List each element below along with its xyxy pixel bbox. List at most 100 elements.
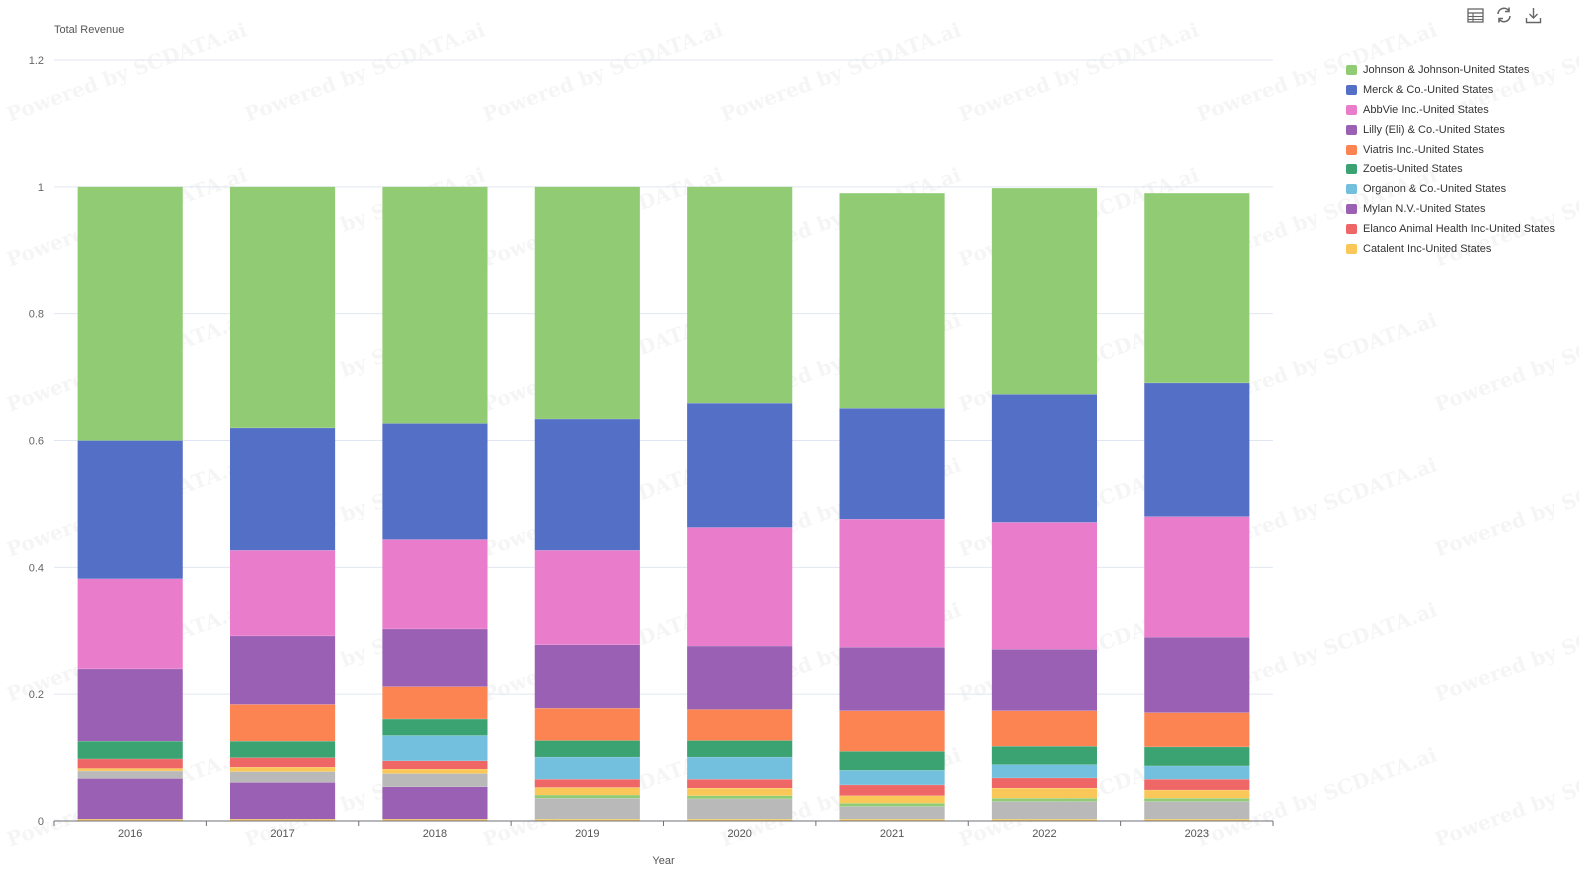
bar-segment bbox=[534, 819, 640, 821]
legend-item[interactable]: Mylan N.V.-United States bbox=[1346, 199, 1555, 219]
bar-segment bbox=[839, 806, 945, 820]
download-icon[interactable] bbox=[1523, 4, 1543, 26]
x-tick-label: 2020 bbox=[727, 828, 751, 840]
bar-segment bbox=[382, 735, 488, 761]
bar-segment bbox=[687, 740, 793, 757]
bar-segment bbox=[382, 760, 488, 769]
legend-item[interactable]: Zoetis-United States bbox=[1346, 159, 1555, 179]
bar-segment bbox=[534, 787, 640, 795]
legend-label: AbbVie Inc.-United States bbox=[1363, 103, 1489, 116]
bar-segment bbox=[382, 186, 488, 424]
bar-segment bbox=[534, 644, 640, 709]
bar-segment bbox=[687, 403, 793, 528]
bar-segment bbox=[1144, 193, 1250, 383]
legend-item[interactable]: AbbVie Inc.-United States bbox=[1346, 100, 1555, 120]
y-tick-label: 1.2 bbox=[29, 55, 44, 67]
legend-item[interactable]: Organon & Co.-United States bbox=[1346, 179, 1555, 199]
legend-swatch bbox=[1346, 124, 1357, 135]
x-tick-label: 2018 bbox=[423, 828, 447, 840]
x-tick-label: 2016 bbox=[118, 828, 142, 840]
bar-segment bbox=[687, 779, 793, 789]
bar-segment bbox=[534, 186, 640, 419]
bar-segment bbox=[229, 767, 336, 772]
bar-segment bbox=[991, 188, 1098, 395]
bar-segment bbox=[1144, 789, 1250, 799]
bar-segment bbox=[229, 550, 336, 636]
legend-swatch bbox=[1346, 104, 1357, 115]
y-tick-label: 0.6 bbox=[29, 436, 44, 448]
bar-segment bbox=[534, 740, 640, 757]
bar-segment bbox=[77, 578, 183, 669]
bar-segment bbox=[77, 440, 183, 579]
x-tick-label: 2023 bbox=[1185, 828, 1209, 840]
y-tick-label: 0.2 bbox=[29, 689, 44, 701]
bar-segment bbox=[1144, 819, 1250, 821]
legend-swatch bbox=[1346, 64, 1357, 75]
legend-swatch bbox=[1346, 84, 1357, 95]
bar-segment bbox=[687, 756, 793, 780]
bar-segment bbox=[991, 394, 1098, 523]
bar-segment bbox=[229, 741, 336, 758]
bar-segment bbox=[687, 186, 793, 404]
bar-segment bbox=[687, 819, 793, 821]
bar-segment bbox=[991, 710, 1098, 747]
chart-legend: Johnson & Johnson-United States Merck & C… bbox=[1346, 60, 1555, 259]
bar-segment bbox=[1144, 801, 1250, 820]
legend-label: Lilly (Eli) & Co.-United States bbox=[1363, 123, 1505, 136]
bar-segment bbox=[687, 645, 793, 710]
legend-label: Merck & Co.-United States bbox=[1363, 83, 1494, 96]
legend-label: Organon & Co.-United States bbox=[1363, 183, 1507, 196]
y-tick-label: 0.8 bbox=[29, 309, 44, 321]
y-tick-label: 1 bbox=[38, 182, 44, 194]
bar-segment bbox=[1144, 516, 1250, 638]
bar-segment bbox=[382, 773, 488, 787]
bar-segment bbox=[77, 741, 183, 759]
bar-segment bbox=[839, 710, 945, 752]
bar-segment bbox=[77, 770, 183, 779]
legend-item[interactable]: Catalent Inc-United States bbox=[1346, 239, 1555, 259]
bar-segment bbox=[382, 628, 488, 687]
bar-segment bbox=[534, 550, 640, 645]
legend-swatch bbox=[1346, 164, 1357, 175]
bar-segment bbox=[1144, 712, 1250, 747]
bar-segment bbox=[991, 777, 1098, 789]
bar-segment bbox=[534, 708, 640, 741]
bar-segment bbox=[382, 819, 488, 821]
legend-swatch bbox=[1346, 243, 1357, 254]
legend-label: Johnson & Johnson-United States bbox=[1363, 63, 1530, 76]
bar-segment bbox=[991, 522, 1098, 650]
x-tick-label: 2017 bbox=[270, 828, 294, 840]
table-icon[interactable] bbox=[1465, 4, 1485, 26]
bar-segment bbox=[382, 539, 488, 629]
legend-swatch bbox=[1346, 144, 1357, 155]
bar-segment bbox=[77, 758, 183, 769]
bar-segment bbox=[687, 788, 793, 796]
bar-segment bbox=[687, 798, 793, 820]
x-axis-title: Year bbox=[652, 855, 675, 867]
legend-item[interactable]: Lilly (Eli) & Co.-United States bbox=[1346, 120, 1555, 140]
bar-segment bbox=[991, 788, 1098, 799]
legend-swatch bbox=[1346, 204, 1357, 215]
bar-segment bbox=[839, 795, 945, 804]
x-tick-label: 2021 bbox=[880, 828, 904, 840]
bar-segment bbox=[839, 647, 945, 711]
bar-segment bbox=[534, 418, 640, 551]
bar-segment bbox=[839, 751, 945, 771]
refresh-icon[interactable] bbox=[1494, 4, 1514, 26]
bar-segment bbox=[534, 779, 640, 788]
bar-segment bbox=[1144, 637, 1250, 713]
bar-segment bbox=[991, 819, 1098, 821]
bar-segment bbox=[687, 527, 793, 646]
x-tick-label: 2022 bbox=[1032, 828, 1056, 840]
bar-segment bbox=[839, 519, 945, 648]
legend-item[interactable]: Viatris Inc.-United States bbox=[1346, 140, 1555, 160]
legend-item[interactable]: Johnson & Johnson-United States bbox=[1346, 60, 1555, 80]
x-tick-label: 2019 bbox=[575, 828, 599, 840]
bar-segment bbox=[382, 423, 488, 540]
bar-segment bbox=[991, 764, 1098, 778]
legend-item[interactable]: Merck & Co.-United States bbox=[1346, 80, 1555, 100]
bar-segment bbox=[229, 635, 336, 705]
legend-item[interactable]: Elanco Animal Health Inc-United States bbox=[1346, 219, 1555, 239]
bar-segment bbox=[991, 801, 1098, 820]
y-tick-label: 0.4 bbox=[29, 562, 44, 574]
